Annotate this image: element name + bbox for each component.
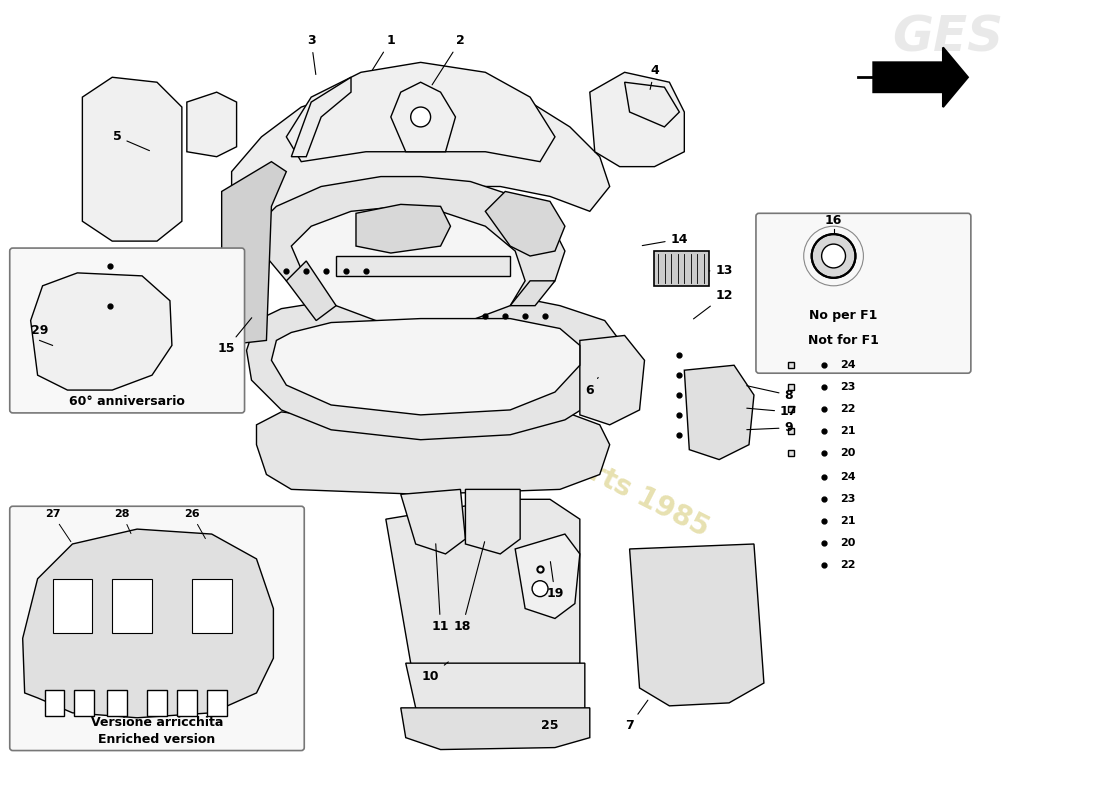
Text: passion for parts 1985: passion for parts 1985	[386, 357, 714, 542]
Text: 18: 18	[454, 542, 485, 633]
Polygon shape	[147, 690, 167, 716]
Text: 60° anniversario: 60° anniversario	[69, 395, 185, 409]
FancyBboxPatch shape	[53, 578, 92, 634]
Polygon shape	[75, 690, 95, 716]
Text: 29: 29	[31, 324, 48, 337]
Polygon shape	[246, 296, 619, 440]
Text: 2: 2	[432, 34, 465, 85]
Polygon shape	[684, 366, 754, 459]
Text: Versione arricchita: Versione arricchita	[91, 716, 223, 730]
Text: 6: 6	[585, 378, 598, 397]
Text: 16: 16	[825, 214, 843, 227]
Text: 22: 22	[840, 560, 856, 570]
Text: 23: 23	[840, 382, 856, 392]
Polygon shape	[337, 256, 510, 276]
Polygon shape	[292, 78, 351, 157]
Polygon shape	[386, 499, 580, 693]
Text: GES: GES	[892, 14, 1003, 62]
Text: 25: 25	[541, 719, 559, 732]
Text: 20: 20	[840, 538, 856, 548]
Text: 21: 21	[840, 516, 856, 526]
Polygon shape	[177, 690, 197, 716]
Polygon shape	[400, 490, 465, 554]
Text: 20: 20	[840, 448, 856, 458]
Polygon shape	[292, 206, 525, 326]
Text: 26: 26	[184, 509, 206, 538]
Polygon shape	[590, 72, 684, 166]
Text: 8: 8	[747, 386, 793, 402]
Polygon shape	[286, 261, 337, 321]
Text: 1: 1	[373, 34, 395, 70]
Polygon shape	[45, 690, 65, 716]
Polygon shape	[465, 490, 520, 554]
FancyBboxPatch shape	[191, 578, 232, 634]
Text: 22: 22	[840, 404, 856, 414]
Polygon shape	[625, 82, 680, 127]
Polygon shape	[400, 708, 590, 750]
Text: 15: 15	[218, 318, 252, 355]
Circle shape	[410, 107, 430, 127]
Text: 13: 13	[710, 265, 733, 278]
Text: 7: 7	[625, 700, 648, 732]
Circle shape	[822, 244, 846, 268]
Polygon shape	[510, 281, 556, 306]
Polygon shape	[82, 78, 182, 241]
Text: 5: 5	[113, 130, 150, 150]
Text: 24: 24	[840, 473, 856, 482]
Text: 3: 3	[307, 34, 316, 74]
Text: Enriched version: Enriched version	[98, 733, 216, 746]
Circle shape	[532, 581, 548, 597]
Polygon shape	[515, 534, 580, 618]
Text: 4: 4	[650, 64, 659, 90]
Polygon shape	[873, 47, 968, 107]
Text: 27: 27	[45, 509, 70, 542]
Polygon shape	[406, 663, 585, 728]
Text: No per F1: No per F1	[810, 309, 878, 322]
Text: 11: 11	[432, 544, 449, 633]
Polygon shape	[23, 529, 274, 718]
Polygon shape	[272, 318, 580, 415]
Polygon shape	[187, 92, 236, 157]
Polygon shape	[107, 690, 128, 716]
Polygon shape	[629, 544, 763, 706]
Text: 14: 14	[642, 233, 689, 246]
Text: Not for F1: Not for F1	[808, 334, 879, 347]
Polygon shape	[356, 204, 451, 253]
Polygon shape	[232, 82, 609, 301]
Text: 24: 24	[840, 360, 856, 370]
Polygon shape	[580, 335, 645, 425]
Polygon shape	[286, 62, 556, 162]
Polygon shape	[222, 162, 286, 346]
Text: 10: 10	[422, 662, 449, 682]
Circle shape	[812, 234, 856, 278]
Text: 9: 9	[747, 422, 793, 434]
Text: 21: 21	[840, 426, 856, 436]
FancyBboxPatch shape	[756, 214, 971, 373]
Polygon shape	[485, 191, 565, 256]
Polygon shape	[252, 177, 565, 335]
FancyBboxPatch shape	[10, 506, 305, 750]
Polygon shape	[31, 273, 172, 390]
Polygon shape	[256, 412, 609, 494]
Text: 12: 12	[693, 290, 733, 319]
FancyBboxPatch shape	[654, 251, 710, 286]
Text: 23: 23	[840, 494, 856, 504]
FancyBboxPatch shape	[112, 578, 152, 634]
Polygon shape	[207, 690, 227, 716]
Text: 17: 17	[747, 406, 798, 418]
Text: 19: 19	[547, 562, 563, 600]
FancyBboxPatch shape	[10, 248, 244, 413]
Text: 28: 28	[114, 509, 131, 534]
Polygon shape	[390, 82, 455, 152]
